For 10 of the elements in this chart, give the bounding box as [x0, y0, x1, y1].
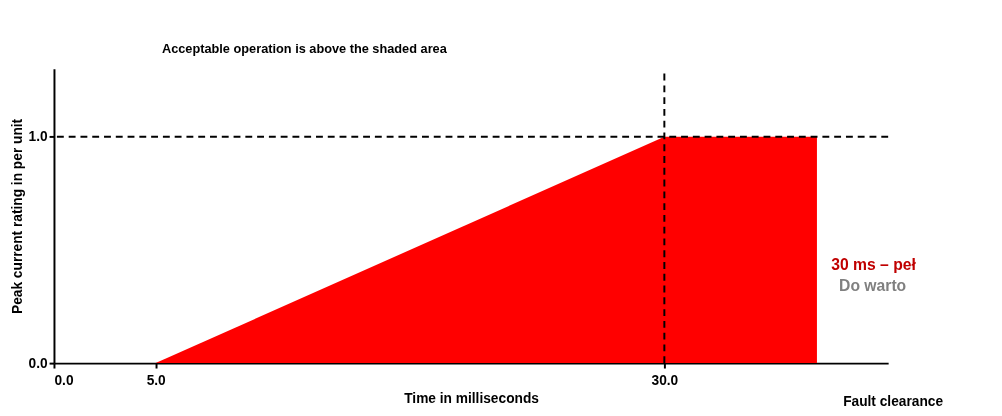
x-tick-label: 5.0	[146, 373, 167, 389]
annotation: Do warto	[839, 277, 907, 295]
y-tick-label: 1.0	[28, 129, 48, 145]
annotation: 30 ms – peł	[831, 255, 917, 273]
text: Acceptable operation is above the shaded area	[161, 41, 448, 57]
x-tick-label: 0.0	[54, 373, 74, 389]
y-axis-title: Peak current rating in per unit	[9, 118, 25, 314]
text: Fault clearance	[843, 394, 944, 410]
x-axis-title: Time in milliseconds	[404, 390, 540, 406]
x-tick-label: 30.0	[651, 373, 679, 389]
